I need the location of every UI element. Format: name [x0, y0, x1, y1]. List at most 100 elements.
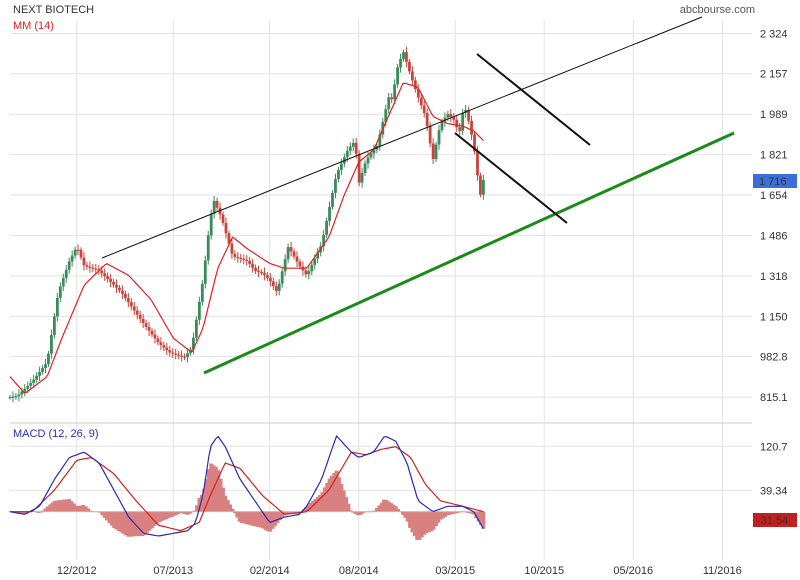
- candlestick: [38, 366, 41, 381]
- candle-body: [257, 270, 260, 273]
- candlestick: [337, 167, 340, 183]
- histogram-bar: [135, 511, 140, 537]
- histogram-bar: [436, 511, 441, 523]
- histogram-bar: [303, 507, 308, 512]
- descending-channel-upper: [476, 53, 591, 146]
- candle-body: [313, 258, 317, 265]
- candle-body: [280, 271, 284, 284]
- histogram-bar: [287, 511, 292, 515]
- candlestick: [431, 138, 435, 165]
- candle-body: [283, 259, 287, 272]
- candlestick: [106, 272, 110, 283]
- candle-body: [144, 323, 148, 327]
- candlestick: [458, 122, 462, 136]
- histogram-bar: [453, 511, 457, 514]
- candlestick: [76, 244, 80, 256]
- candle-body: [150, 330, 154, 335]
- histogram-bar: [67, 499, 72, 512]
- candle-body: [348, 146, 352, 151]
- candlestick: [354, 138, 358, 159]
- candle-body: [428, 126, 432, 144]
- candle-body: [405, 52, 408, 62]
- histogram-bar: [348, 510, 353, 512]
- candle-body: [334, 179, 337, 193]
- histogram-bar: [256, 511, 261, 528]
- candle-body: [254, 267, 257, 271]
- candle-body: [76, 249, 80, 251]
- candle-body: [38, 371, 41, 376]
- candlestick: [180, 350, 184, 362]
- candlestick: [277, 279, 281, 296]
- histogram-bar: [393, 506, 398, 512]
- candle-body: [91, 267, 95, 269]
- histogram-bar: [147, 511, 152, 531]
- candle-body: [73, 249, 77, 256]
- histogram-bar: [60, 499, 64, 512]
- histogram-bar: [372, 510, 377, 512]
- histogram-bar: [69, 501, 74, 512]
- candlestick: [372, 144, 376, 159]
- candle-body: [194, 319, 198, 338]
- histogram-bar: [479, 511, 483, 526]
- histogram-bar: [358, 511, 363, 515]
- candlestick: [413, 76, 417, 93]
- candle-body: [230, 243, 234, 254]
- candlestick: [473, 131, 476, 155]
- candlestick: [298, 258, 302, 270]
- histogram-bar: [100, 511, 105, 516]
- support-trend-line: [203, 131, 735, 375]
- candlestick: [266, 272, 269, 282]
- candle-body: [227, 233, 231, 244]
- y-tick-label: 1 150: [760, 311, 788, 323]
- candle-body: [212, 200, 216, 214]
- candlestick: [481, 174, 485, 200]
- histogram-bar: [131, 511, 135, 537]
- candlestick: [387, 92, 391, 114]
- histogram-bar: [159, 511, 164, 522]
- x-tick-label: 10/2015: [524, 565, 564, 577]
- histogram-bar: [448, 511, 453, 515]
- candle-body: [67, 261, 71, 270]
- candle-body: [384, 109, 388, 123]
- histogram-bar: [72, 503, 76, 512]
- histogram-bar: [19, 511, 24, 514]
- candlestick: [339, 158, 343, 176]
- candlestick: [79, 247, 83, 261]
- candle-body: [440, 121, 444, 131]
- candle-body: [322, 234, 326, 247]
- candlestick: [174, 348, 178, 360]
- candle-body: [88, 266, 92, 268]
- histogram-bar: [351, 511, 356, 513]
- candlestick: [17, 389, 21, 402]
- histogram-bar: [76, 505, 81, 512]
- histogram-bar: [180, 511, 185, 514]
- candlestick: [103, 268, 107, 281]
- histogram-bar: [401, 511, 405, 515]
- candlestick: [268, 272, 272, 287]
- y-tick-label: 1 821: [760, 150, 788, 162]
- candlestick: [378, 129, 382, 151]
- candle-body: [239, 257, 243, 260]
- histogram-bar: [441, 511, 446, 519]
- candle-body: [8, 397, 12, 399]
- candle-body: [366, 157, 370, 164]
- candlestick: [230, 238, 234, 259]
- histogram-bar: [45, 506, 50, 512]
- histogram-bar: [315, 496, 320, 512]
- histogram-bar: [476, 511, 481, 522]
- candle-body: [298, 261, 302, 267]
- candlestick: [449, 109, 453, 123]
- histogram-bar: [204, 478, 209, 512]
- y-tick-label: 2 324: [760, 28, 788, 40]
- candlestick: [126, 293, 130, 308]
- histogram-bar: [384, 499, 389, 512]
- candle-body: [372, 149, 376, 154]
- histogram-bar: [124, 511, 128, 536]
- candlestick: [58, 282, 62, 302]
- candle-body: [431, 143, 435, 159]
- x-tick-label: 12/2012: [57, 565, 97, 577]
- candlestick: [402, 49, 405, 62]
- histogram-bar: [126, 511, 131, 537]
- candlestick: [123, 290, 127, 302]
- histogram-bar: [112, 511, 117, 529]
